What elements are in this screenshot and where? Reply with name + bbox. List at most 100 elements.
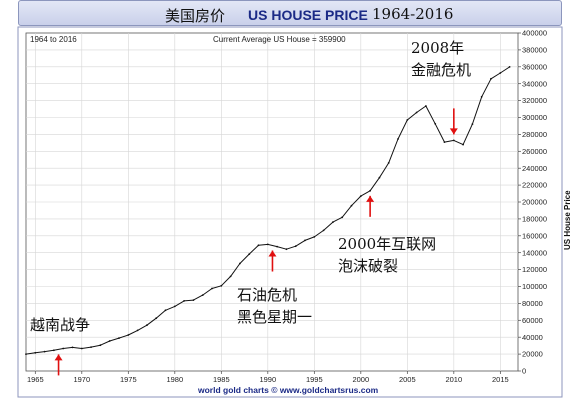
data-point — [201, 294, 204, 296]
annotation-gfc-line: 2008年 — [411, 39, 464, 57]
y-tick-label: 100000 — [522, 282, 547, 291]
data-point — [294, 245, 297, 248]
data-point — [53, 349, 55, 352]
data-point — [471, 123, 474, 125]
annotation-oil-line: 黑色星期一 — [237, 308, 312, 326]
y-tick-label: 60000 — [522, 316, 543, 325]
y-tick-label: 200000 — [522, 198, 547, 207]
header-current: Current Average US House = 359900 — [213, 35, 346, 44]
data-point — [499, 72, 502, 74]
y-tick-label: 340000 — [522, 79, 547, 88]
annotation-dotcom-line: 2000年互联网 — [338, 235, 436, 253]
annotation-dotcom-line: 泡沫破裂 — [338, 257, 398, 275]
y-tick-label: 180000 — [522, 215, 547, 224]
data-point — [108, 340, 111, 342]
data-point — [192, 299, 195, 301]
data-point — [80, 347, 83, 350]
data-point — [164, 309, 167, 312]
annotation-oil-line: 石油危机 — [237, 286, 297, 304]
header-range: 1964 to 2016 — [30, 35, 77, 44]
data-point — [71, 346, 74, 349]
data-point — [304, 239, 306, 242]
y-axis-ticks: 0 20000 40000 60000 80000 100000 120000 140000 1… — [518, 29, 547, 376]
x-tick-label: 2010 — [445, 375, 462, 384]
x-tick-label: 1980 — [166, 375, 183, 384]
series-group — [25, 66, 511, 355]
y-tick-label: 160000 — [522, 231, 547, 240]
data-point — [43, 350, 46, 353]
x-tick-label: 1985 — [213, 375, 230, 384]
data-point — [248, 253, 251, 256]
y-tick-label: 120000 — [522, 265, 547, 274]
data-point — [118, 337, 120, 339]
y-tick-label: 20000 — [522, 350, 543, 359]
y-tick-label: 140000 — [522, 248, 547, 257]
data-point — [378, 176, 381, 179]
data-point — [490, 77, 492, 80]
data-point — [406, 119, 409, 121]
y-tick-label: 300000 — [522, 113, 547, 122]
x-axis-ticks: 1965 1970 1975 1980 1985 1990 1995 2000 2005 2010… — [27, 371, 509, 384]
x-tick-label: 1965 — [27, 375, 44, 384]
data-point — [229, 275, 232, 278]
annotation-arrow-head — [366, 195, 375, 202]
data-point — [452, 139, 455, 142]
y-tick-label: 400000 — [522, 29, 547, 38]
y-tick-label: 280000 — [522, 130, 547, 139]
y-tick-label: 240000 — [522, 164, 547, 173]
annotation-gfc-line: 金融危机 — [411, 61, 471, 79]
data-point — [508, 66, 511, 68]
data-point — [341, 216, 344, 219]
data-point — [34, 351, 37, 354]
data-point — [332, 221, 334, 224]
data-point — [480, 95, 483, 98]
data-point — [257, 244, 260, 247]
data-point — [359, 195, 362, 198]
data-point — [322, 229, 325, 232]
x-tick-label: 1970 — [73, 375, 90, 384]
y-tick-label: 220000 — [522, 181, 547, 190]
data-point — [220, 284, 223, 287]
annotation-arrow-head — [449, 128, 458, 135]
y-tick-label: 360000 — [522, 62, 547, 71]
title-band: 美国房价 US HOUSE PRICE 1964-2016 — [18, 0, 562, 26]
data-point — [387, 162, 390, 164]
chart-title-years: 1964-2016 — [372, 5, 454, 23]
data-point — [62, 347, 65, 350]
y-tick-label: 380000 — [522, 46, 547, 55]
data-point — [25, 353, 27, 355]
chart-title-en: US HOUSE PRICE — [248, 7, 368, 23]
data-point — [127, 334, 130, 336]
data-point — [239, 262, 241, 265]
data-point — [397, 138, 399, 140]
x-tick-label: 1990 — [259, 375, 276, 384]
data-point — [462, 143, 464, 146]
data-point — [99, 344, 102, 347]
annotation-arrows — [54, 108, 458, 376]
data-point — [415, 111, 418, 114]
x-tick-label: 2005 — [399, 375, 416, 384]
data-point — [425, 105, 427, 107]
y-tick-label: 260000 — [522, 147, 547, 156]
annotation-vietnam-line: 越南战争 — [30, 316, 90, 334]
data-point — [443, 141, 446, 144]
data-point — [434, 122, 437, 125]
data-point — [146, 324, 148, 327]
annotation-arrow-head — [268, 250, 277, 257]
chart-title-cn: 美国房价 — [165, 7, 226, 25]
data-point — [136, 329, 139, 332]
data-point — [266, 243, 269, 246]
y-tick-label: 0 — [522, 367, 526, 376]
footer-credit: world gold charts © www.goldchartsrus.co… — [197, 385, 379, 395]
data-point — [90, 346, 92, 348]
x-tick-label: 2015 — [492, 375, 509, 384]
data-point — [276, 245, 278, 248]
data-point — [155, 317, 158, 320]
y-tick-label: 320000 — [522, 96, 547, 105]
annotation-arrow-head — [54, 354, 63, 361]
data-point — [369, 189, 371, 192]
x-tick-label: 2000 — [352, 375, 369, 384]
data-point — [350, 204, 353, 207]
x-tick-label: 1975 — [120, 375, 137, 384]
